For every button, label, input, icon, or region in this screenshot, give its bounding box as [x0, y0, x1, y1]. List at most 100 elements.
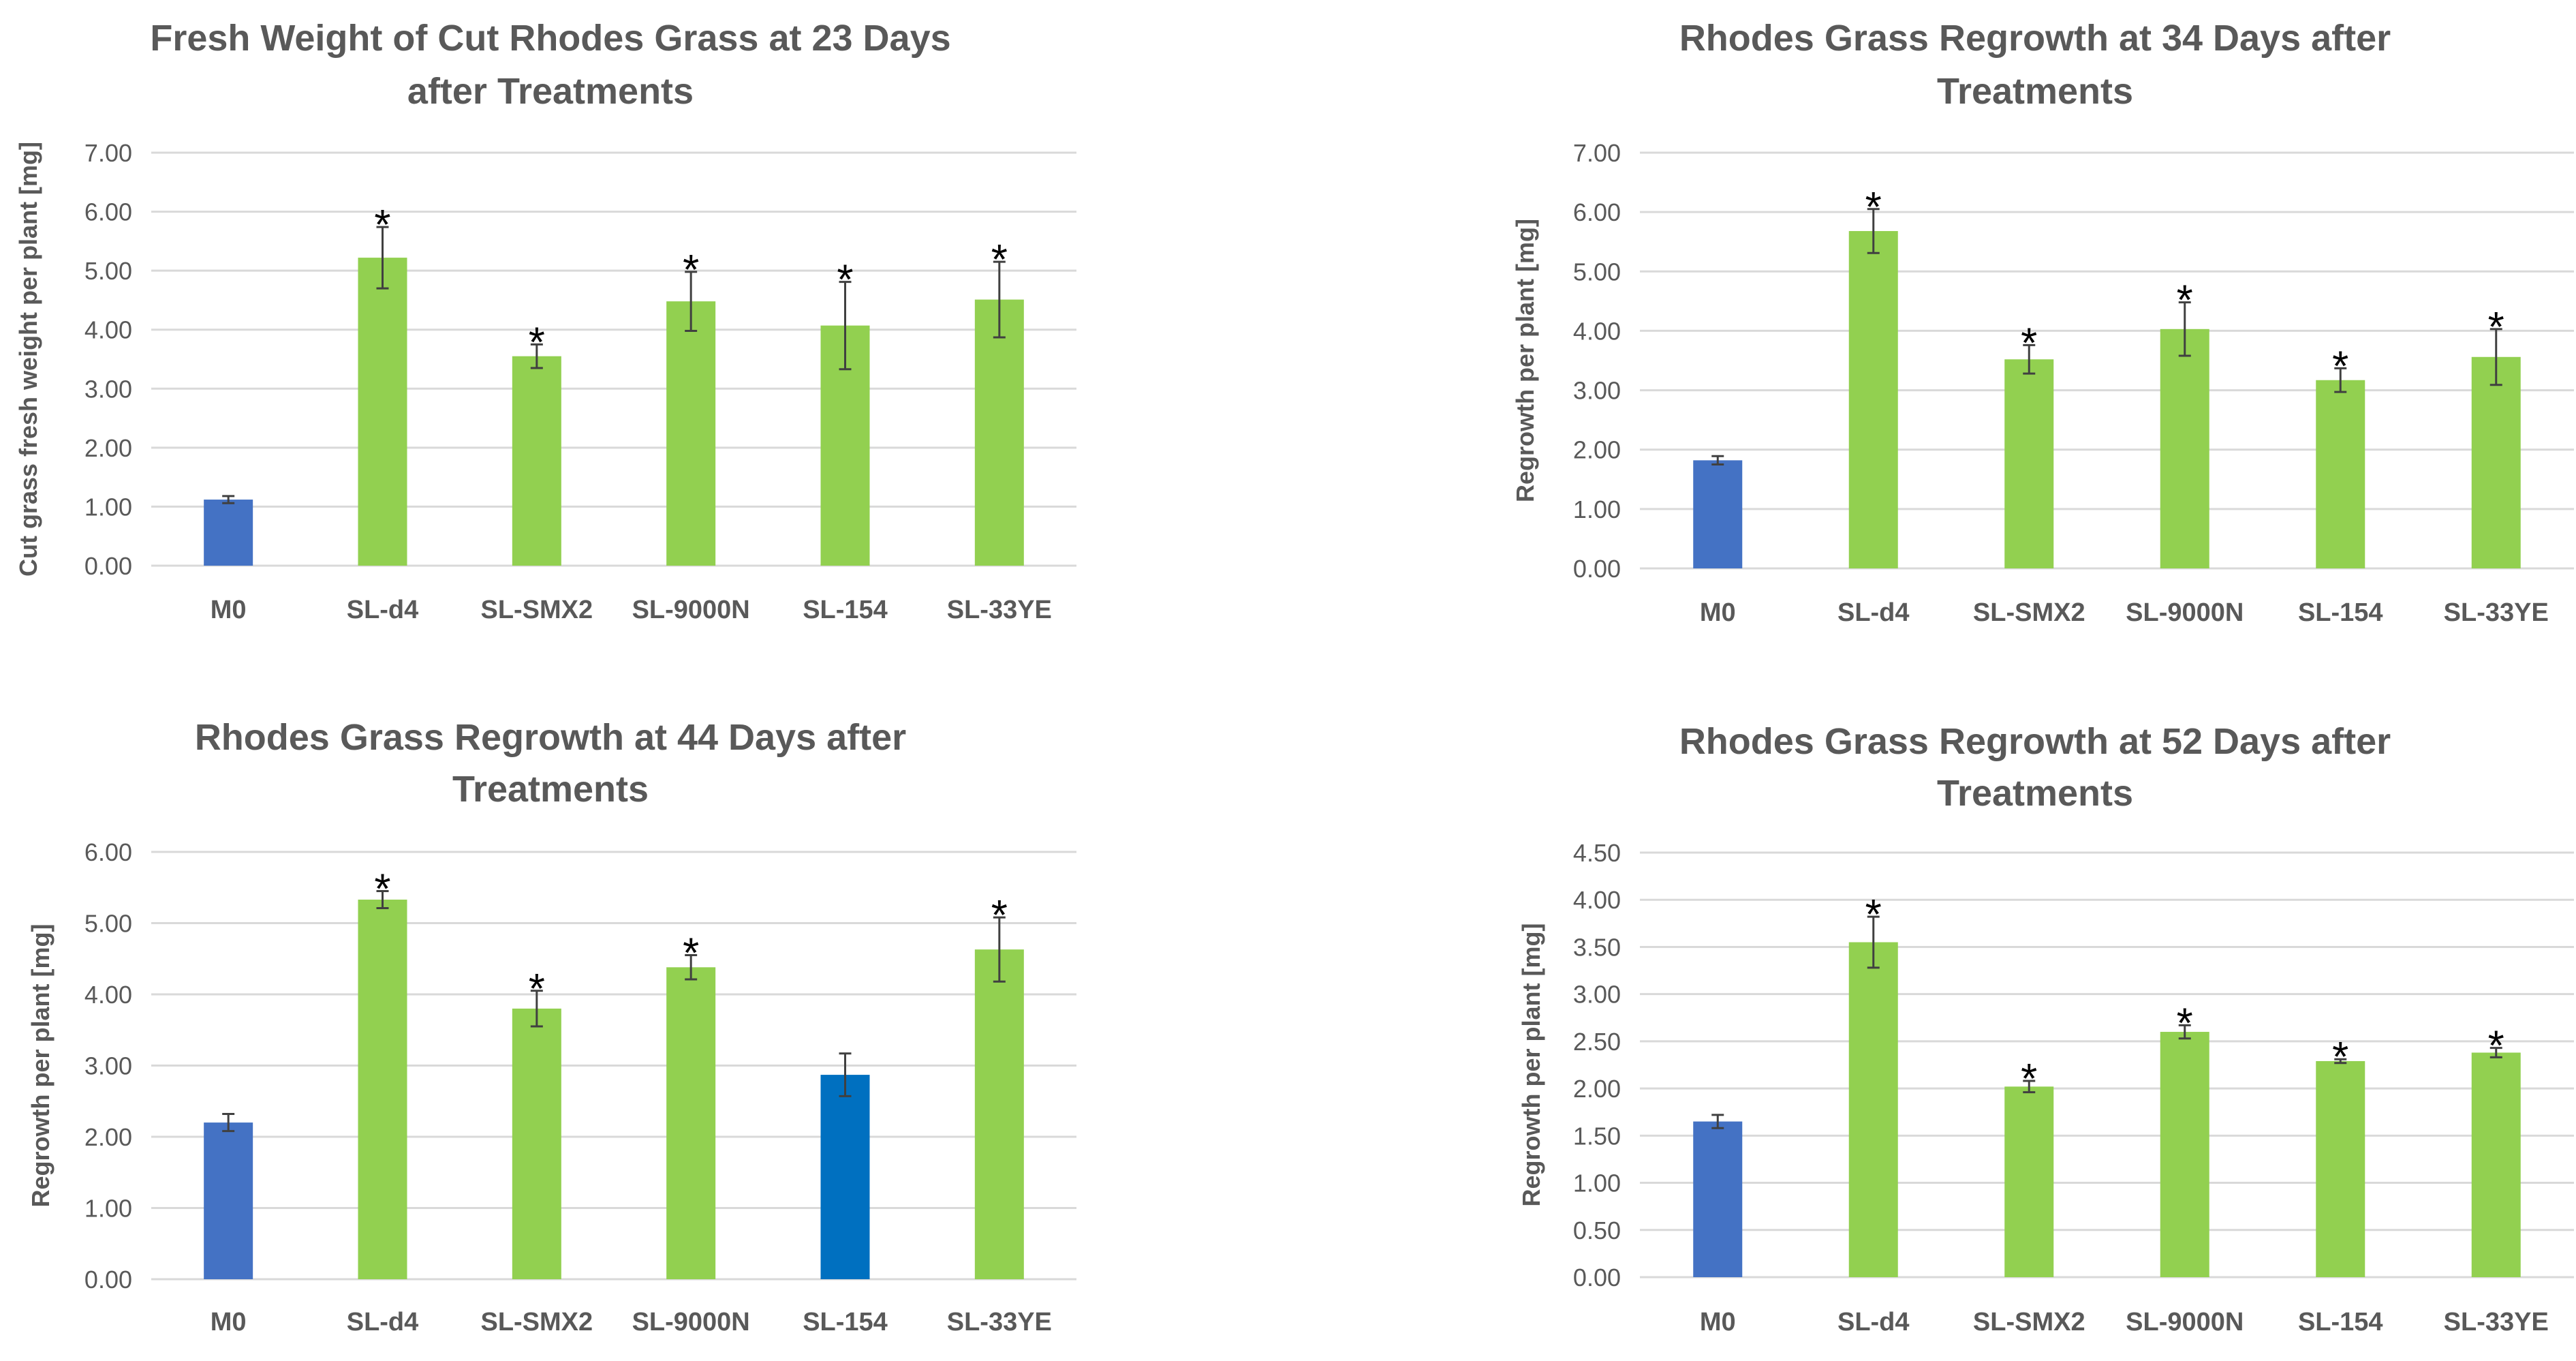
y-tick-label: 4.00	[84, 981, 132, 1009]
significance-marker: *	[2177, 277, 2193, 324]
chart-title-line-1: Rhodes Grass Regrowth at 44 Days after	[195, 717, 906, 758]
y-tick-label: 3.00	[84, 1052, 132, 1080]
y-tick-label: 4.50	[1573, 839, 1621, 867]
y-axis-label: Regrowth per plant [mg]	[1517, 923, 1545, 1207]
chart-panel-1: Fresh Weight of Cut Rhodes Grass at 23 D…	[14, 18, 1076, 624]
chart-title-line-1: Rhodes Grass Regrowth at 52 Days after	[1679, 721, 2391, 762]
significance-marker: *	[2021, 320, 2037, 367]
significance-marker: *	[529, 966, 545, 1013]
y-tick-label: 0.00	[1573, 1264, 1621, 1291]
significance-marker: *	[991, 892, 1008, 939]
y-tick-label: 2.00	[1573, 1075, 1621, 1103]
bar-SL-SMX2	[512, 356, 561, 566]
significance-marker: *	[837, 257, 853, 304]
y-tick-label: 4.00	[84, 316, 132, 344]
bar-SL-9000N	[666, 301, 716, 566]
y-tick-label: 1.50	[1573, 1122, 1621, 1150]
bar-M0	[1693, 1121, 1743, 1277]
y-tick-label: 2.50	[1573, 1028, 1621, 1056]
y-tick-label: 3.50	[1573, 933, 1621, 961]
x-category-label: SL-33YE	[2444, 598, 2549, 627]
x-category-label: SL-33YE	[947, 1308, 1052, 1336]
y-tick-label: 6.00	[1573, 198, 1621, 226]
y-tick-label: 0.50	[1573, 1217, 1621, 1244]
chart-title-line-2: Treatments	[452, 769, 649, 810]
bar-SL-SMX2	[2004, 359, 2054, 568]
bar-SL-154	[2316, 1060, 2365, 1277]
bar-M0	[204, 500, 253, 566]
significance-marker: *	[991, 236, 1008, 284]
y-tick-label: 3.00	[1573, 377, 1621, 405]
y-tick-label: 1.00	[84, 493, 132, 521]
y-axis-label: Cut grass fresh weight per plant [mg]	[14, 142, 42, 577]
bar-SL-9000N	[2160, 328, 2209, 568]
x-category-label: M0	[1700, 1308, 1736, 1336]
significance-marker: *	[1865, 184, 1882, 231]
significance-marker: *	[529, 319, 545, 366]
y-tick-label: 0.00	[84, 1266, 132, 1294]
chart-panel-4: Rhodes Grass Regrowth at 52 Days after Tr…	[1517, 721, 2574, 1336]
significance-marker: *	[2488, 304, 2504, 351]
y-tick-label: 6.00	[84, 198, 132, 226]
bar-SL-d4	[358, 258, 407, 566]
x-category-label: SL-SMX2	[480, 1308, 593, 1336]
chart-title-line-1: Fresh Weight of Cut Rhodes Grass at 23 D…	[150, 18, 950, 59]
x-category-label: SL-SMX2	[480, 596, 593, 624]
bar-SL-9000N	[2160, 1032, 2209, 1277]
significance-marker: *	[374, 202, 390, 249]
y-tick-label: 2.00	[84, 434, 132, 462]
y-tick-label: 4.00	[1573, 886, 1621, 914]
bar-SL-d4	[1848, 942, 1898, 1277]
significance-marker: *	[683, 247, 699, 294]
y-tick-label: 7.00	[84, 139, 132, 167]
y-axis-label: Regrowth per plant [mg]	[27, 924, 55, 1208]
x-category-label: M0	[211, 596, 247, 624]
bar-SL-33YE	[974, 299, 1024, 566]
x-category-label: SL-d4	[1837, 598, 1910, 627]
chart-panel-3: Rhodes Grass Regrowth at 44 Days after Tr…	[27, 717, 1076, 1336]
x-category-label: SL-SMX2	[1973, 598, 2085, 627]
y-tick-label: 1.00	[1573, 495, 1621, 523]
y-tick-label: 2.00	[84, 1123, 132, 1151]
bar-SL-SMX2	[512, 1008, 561, 1279]
y-tick-label: 3.00	[1573, 981, 1621, 1009]
x-category-label: SL-9000N	[2126, 598, 2244, 627]
bar-SL-33YE	[2471, 356, 2521, 568]
x-category-label: SL-154	[2298, 1308, 2383, 1336]
x-category-label: SL-33YE	[947, 596, 1052, 624]
x-category-label: SL-154	[2298, 598, 2383, 627]
x-category-label: SL-SMX2	[1973, 1308, 2085, 1336]
x-category-label: SL-154	[803, 596, 888, 624]
significance-marker: *	[2021, 1056, 2037, 1103]
x-category-label: SL-9000N	[632, 1308, 750, 1336]
significance-marker: *	[374, 866, 390, 913]
y-tick-label: 2.00	[1573, 436, 1621, 464]
x-category-label: SL-d4	[1837, 1308, 1910, 1336]
bar-SL-d4	[1848, 231, 1898, 568]
significance-marker: *	[2177, 1000, 2193, 1047]
x-category-label: SL-d4	[347, 1308, 419, 1336]
y-tick-label: 0.00	[84, 552, 132, 580]
x-category-label: M0	[1700, 598, 1736, 627]
chart-title-line-2: Treatments	[1937, 71, 2133, 112]
x-category-label: SL-33YE	[2444, 1308, 2549, 1336]
y-tick-label: 1.00	[1573, 1169, 1621, 1197]
bar-SL-154	[2316, 380, 2365, 568]
y-tick-label: 3.00	[84, 375, 132, 403]
significance-marker: *	[2332, 1034, 2348, 1081]
bar-SL-9000N	[666, 967, 716, 1279]
bar-SL-33YE	[2471, 1052, 2521, 1277]
x-category-label: M0	[211, 1308, 247, 1336]
y-tick-label: 1.00	[84, 1195, 132, 1223]
chart-title-line-2: Treatments	[1937, 773, 2133, 814]
bar-SL-33YE	[974, 949, 1024, 1279]
y-tick-label: 4.00	[1573, 317, 1621, 345]
x-category-label: SL-d4	[347, 596, 419, 624]
y-tick-label: 7.00	[1573, 139, 1621, 167]
y-tick-label: 6.00	[84, 838, 132, 866]
y-tick-label: 0.00	[1573, 555, 1621, 583]
bar-M0	[204, 1122, 253, 1279]
y-tick-label: 5.00	[1573, 258, 1621, 286]
bar-SL-154	[820, 1075, 870, 1279]
x-category-label: SL-9000N	[2126, 1308, 2244, 1336]
